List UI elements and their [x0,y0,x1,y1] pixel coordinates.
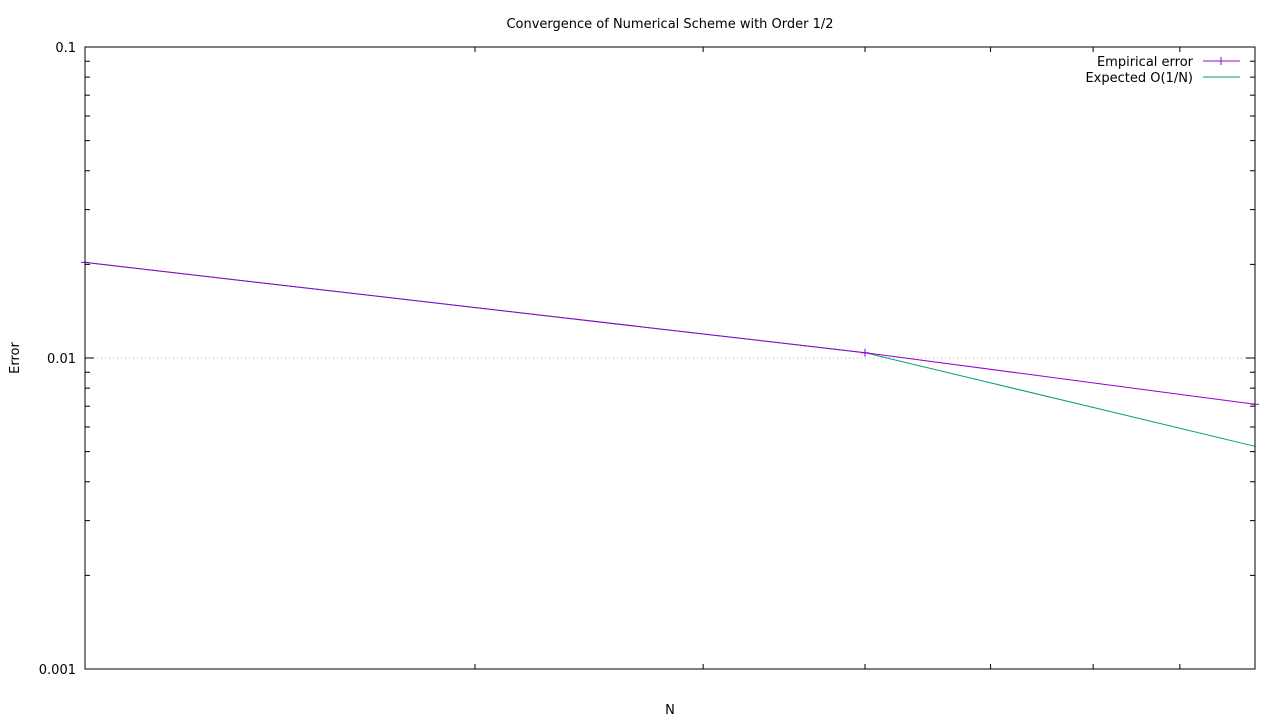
data-point-marker [861,348,869,357]
y-tick-label: 0.001 [39,663,76,678]
series-group [81,258,1259,447]
y-axis-label: Error [8,342,23,374]
plot-frame [84,46,1256,670]
legend-label: Expected O(1/N) [1085,71,1193,86]
legend-marker [1217,57,1225,65]
y-tick-labels: 0.001 0.01 0.1 [39,41,76,678]
x-axis-label: N [665,703,675,718]
series-line [84,261,1256,405]
y-tick-label: 0.1 [55,41,76,56]
series-line [84,261,1256,447]
chart-title: Convergence of Numerical Scheme with Ord… [506,17,833,32]
y-tick-label: 0.01 [47,352,76,367]
legend-label: Empirical error [1097,55,1194,70]
